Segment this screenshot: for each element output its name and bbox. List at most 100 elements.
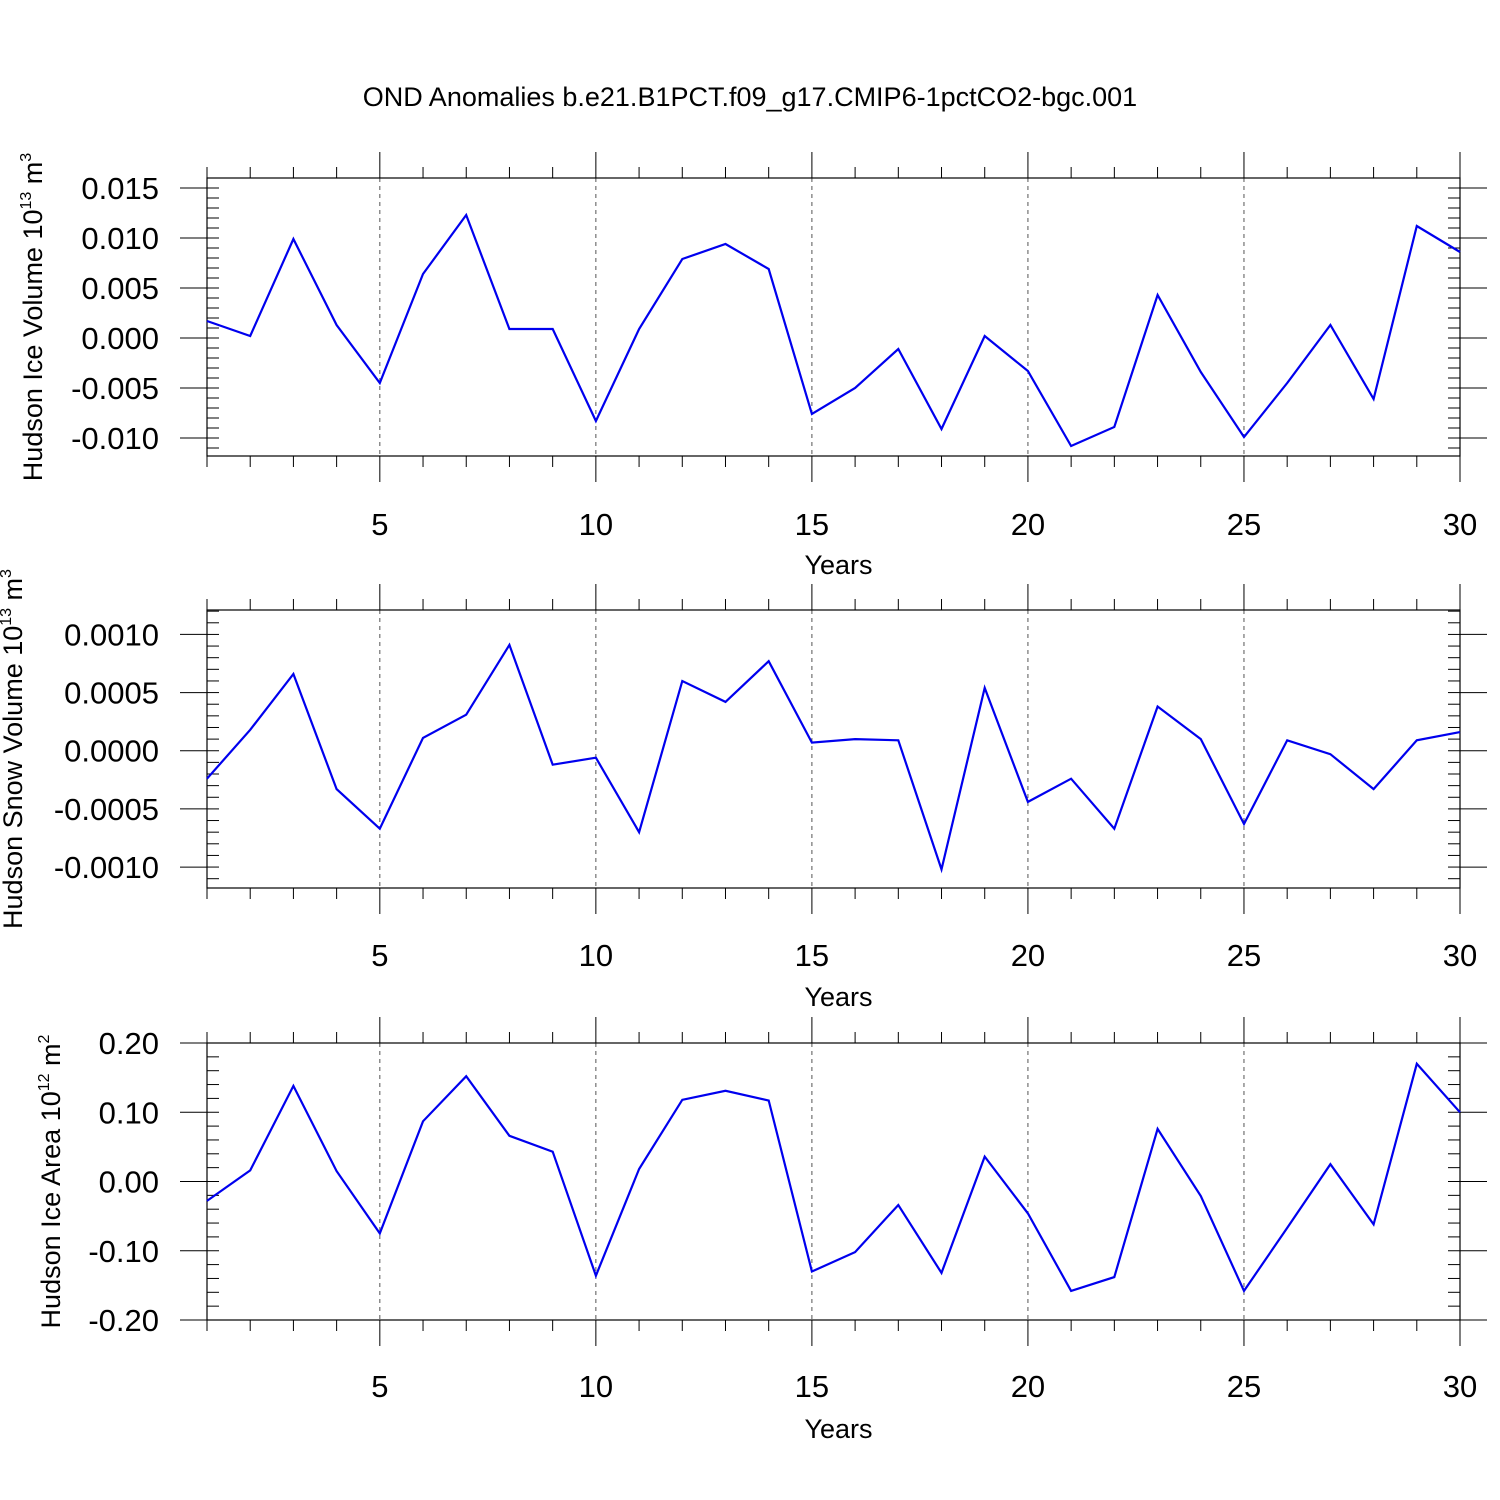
data-point (983, 686, 987, 690)
y-axis-title-main: Hudson Snow Volume 10 (0, 626, 28, 929)
data-point (594, 1274, 598, 1278)
data-point (853, 1250, 857, 1254)
data-point (680, 1098, 684, 1102)
chart-panel-2: -0.0010 -0.0005 0.0000 0.0005 0.0010 5 10 15 20 2… (0, 569, 1487, 1012)
x-tick-label: 20 (1011, 938, 1045, 973)
series-line (206, 642, 1461, 874)
data-point (1199, 370, 1203, 374)
data-point (1242, 1289, 1246, 1293)
data-point (1069, 1289, 1073, 1293)
x-tick-label: 5 (371, 1369, 388, 1404)
y-axis-title: Hudson Ice Volume 1013 m3 (18, 153, 48, 481)
y-axis-title: Hudson Snow Volume 1013 m3 (0, 569, 28, 929)
y-tick-label: 0.0005 (64, 676, 159, 711)
data-point (335, 787, 339, 791)
data-point (940, 1271, 944, 1275)
y-axis-title: Hudson Ice Area 1012 m2 (36, 1034, 66, 1328)
data-point (1415, 738, 1419, 742)
data-point (507, 1134, 511, 1138)
data-point (1112, 827, 1116, 831)
data-point (551, 327, 555, 331)
data-point (1415, 224, 1419, 228)
data-point (723, 242, 727, 246)
y-tick-label: -0.10 (88, 1234, 159, 1269)
data-point (551, 1150, 555, 1154)
data-point (1458, 1110, 1462, 1114)
x-tick-label: 25 (1227, 1369, 1261, 1404)
data-point (291, 237, 295, 241)
data-point (767, 267, 771, 271)
data-point (1026, 1211, 1030, 1215)
data-point (1026, 369, 1030, 373)
data-point (248, 334, 252, 338)
data-point (1026, 800, 1030, 804)
figure-title: OND Anomalies b.e21.B1PCT.f09_g17.CMIP6-… (363, 82, 1137, 112)
data-point (1112, 1275, 1116, 1279)
y-axis-title-exponent: 13 (18, 192, 35, 210)
y-tick-label: 0.10 (99, 1095, 159, 1130)
y-axis-title-main: Hudson Ice Volume 10 (18, 210, 48, 482)
y-tick-label: -0.005 (71, 371, 159, 406)
data-point (205, 777, 209, 781)
data-point (421, 272, 425, 276)
data-point (1328, 323, 1332, 327)
data-point (637, 830, 641, 834)
data-point (1199, 737, 1203, 741)
data-point (291, 672, 295, 676)
x-tick-label: 15 (795, 938, 829, 973)
x-axis-title: Years (804, 982, 872, 1012)
data-point (1328, 752, 1332, 756)
data-point (551, 763, 555, 767)
x-tick-label: 5 (371, 507, 388, 542)
data-point (896, 347, 900, 351)
data-point (378, 827, 382, 831)
y-tick-label: 0.015 (81, 171, 159, 206)
x-axis-title: Years (804, 550, 872, 580)
x-tick-label: 10 (579, 938, 613, 973)
y-axis-title-main: Hudson Ice Area 10 (36, 1091, 66, 1328)
data-point (767, 659, 771, 663)
plot-frame (206, 1042, 1461, 1321)
y-axis-title-unit-exponent: 2 (36, 1034, 53, 1043)
data-point (940, 427, 944, 431)
data-point (723, 1089, 727, 1093)
y-tick-label: 0.0010 (64, 617, 159, 652)
y-tick-label: 0.005 (81, 271, 159, 306)
data-point (1372, 1222, 1376, 1226)
data-point (810, 741, 814, 745)
y-tick-label: -0.010 (71, 421, 159, 456)
data-point (810, 412, 814, 416)
y-tick-label: -0.20 (88, 1303, 159, 1338)
data-point (248, 728, 252, 732)
data-point (1415, 1062, 1419, 1066)
x-tick-label: 10 (579, 1369, 613, 1404)
data-point (896, 1203, 900, 1207)
data-point (1372, 397, 1376, 401)
data-point (723, 700, 727, 704)
y-tick-label: 0.20 (99, 1026, 159, 1061)
data-point (983, 1155, 987, 1159)
x-tick-label: 25 (1227, 938, 1261, 973)
chart-panel-1: -0.010 -0.005 0.000 0.005 0.010 0.015 5 10 15 20 2… (18, 152, 1487, 580)
data-point (680, 679, 684, 683)
y-axis-title-exponent: 13 (0, 608, 15, 626)
y-tick-label: -0.0010 (54, 850, 159, 885)
chart-panel-3: -0.20 -0.10 0.00 0.10 0.20 5 10 15 20 25 30 Years Hu… (36, 1017, 1487, 1444)
x-tick-label: 20 (1011, 1369, 1045, 1404)
data-point (464, 1074, 468, 1078)
data-point (1112, 425, 1116, 429)
data-point (507, 327, 511, 331)
data-point (1242, 435, 1246, 439)
x-tick-label: 5 (371, 938, 388, 973)
data-point (680, 257, 684, 261)
x-tick-label: 20 (1011, 507, 1045, 542)
data-point (637, 327, 641, 331)
plot-frame (206, 177, 1461, 457)
x-axis-title: Years (804, 1414, 872, 1444)
data-point (1285, 381, 1289, 385)
y-tick-label: 0.0000 (64, 734, 159, 769)
data-point (421, 736, 425, 740)
data-point (335, 323, 339, 327)
data-point (378, 1231, 382, 1235)
